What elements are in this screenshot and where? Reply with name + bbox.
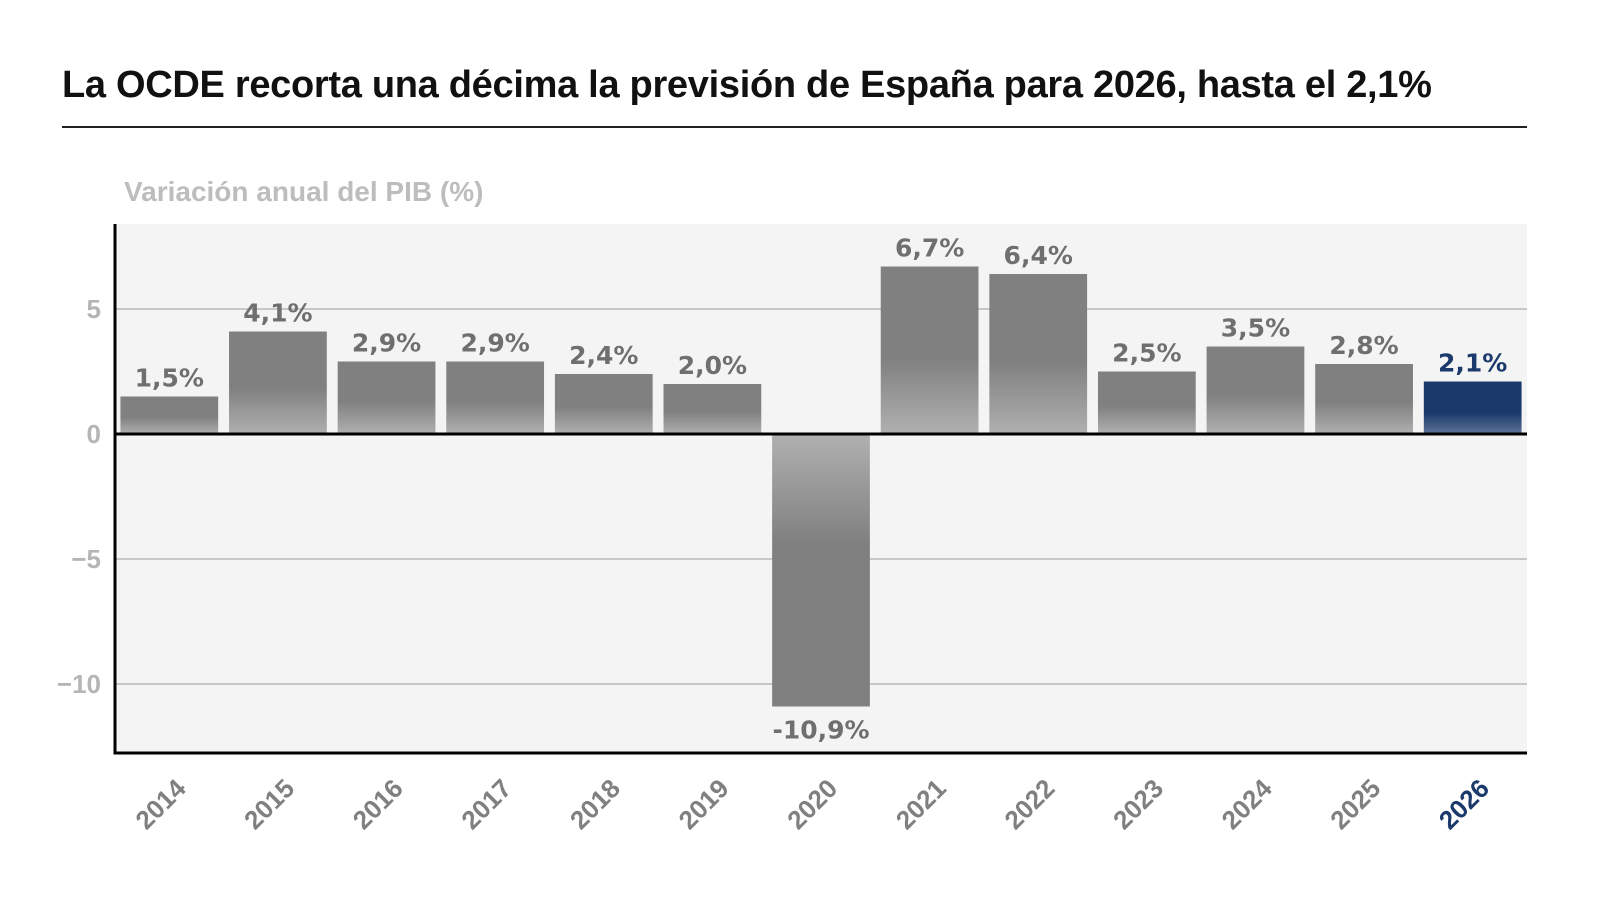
data-label: 1,5% <box>135 364 204 393</box>
data-label: 2,0% <box>678 351 747 380</box>
bar-2024 <box>1206 346 1305 434</box>
x-tick-label: 2021 <box>890 773 952 835</box>
bar-2020 <box>772 434 870 707</box>
bar-2014 <box>120 396 219 434</box>
bar-2021 <box>880 266 979 434</box>
bar-2026 <box>1423 381 1522 434</box>
y-tick-label: 0 <box>87 419 101 449</box>
y-tick-label: −10 <box>57 669 101 699</box>
x-tick-label: 2019 <box>673 773 735 835</box>
chart-title: La OCDE recorta una décima la previsión … <box>62 64 1432 106</box>
data-label: 2,1% <box>1438 349 1507 378</box>
bar-2019 <box>663 384 762 434</box>
x-tick-label: 2016 <box>347 773 409 835</box>
bar-2015 <box>229 331 327 434</box>
data-label: 2,5% <box>1112 339 1181 368</box>
data-label: 2,4% <box>569 341 638 370</box>
bar-2018 <box>554 374 653 434</box>
y-tick-label: −5 <box>71 544 101 574</box>
x-tick-label: 2024 <box>1216 773 1278 835</box>
data-label: 6,7% <box>895 234 964 263</box>
y-tick-label: 5 <box>87 294 101 324</box>
x-tick-label: 2014 <box>129 773 191 835</box>
x-tick-label: 2022 <box>998 773 1060 835</box>
data-label: 2,9% <box>460 329 529 358</box>
data-label: 3,5% <box>1221 314 1290 343</box>
data-label: 2,8% <box>1329 331 1398 360</box>
x-tick-label: 2020 <box>781 773 843 835</box>
data-label: -10,9% <box>772 716 869 745</box>
x-tick-label: 2023 <box>1107 773 1169 835</box>
data-label: 2,9% <box>352 329 421 358</box>
bar-2023 <box>1097 371 1196 434</box>
data-label: 4,1% <box>243 299 312 328</box>
x-tick-label: 2017 <box>455 773 517 835</box>
x-tick-label: 2025 <box>1324 773 1386 835</box>
title-divider <box>62 126 1527 128</box>
bar-2016 <box>337 361 436 434</box>
bar-2022 <box>989 274 1088 434</box>
y-axis-label: Variación anual del PIB (%) <box>124 176 483 207</box>
bar-2025 <box>1315 364 1413 434</box>
bar-2017 <box>446 361 545 434</box>
x-tick-label: 2015 <box>238 773 300 835</box>
x-tick-label: 2018 <box>564 773 626 835</box>
x-tick-label: 2026 <box>1433 773 1495 835</box>
data-label: 6,4% <box>1004 241 1073 270</box>
